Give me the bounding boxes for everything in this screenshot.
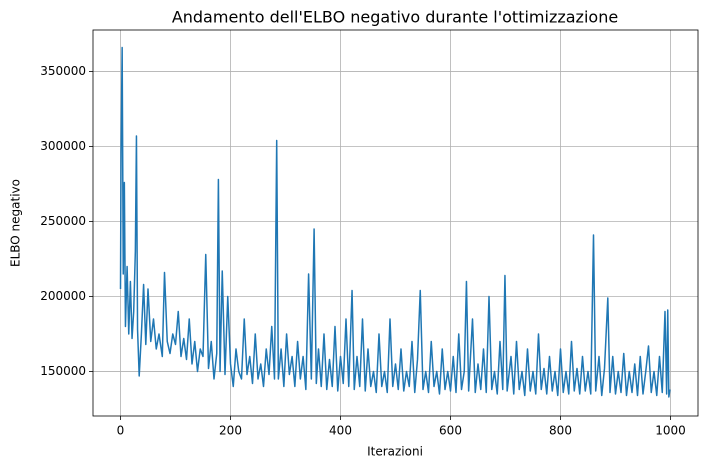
y-axis-label: ELBO negativo <box>9 179 23 267</box>
x-tick-label: 600 <box>439 424 462 438</box>
y-tick-label: 350000 <box>40 64 86 78</box>
chart-title: Andamento dell'ELBO negativo durante l'o… <box>172 8 618 27</box>
x-tick-label: 400 <box>329 424 352 438</box>
x-tick-label: 200 <box>219 424 242 438</box>
x-axis-label: Iterazioni <box>367 445 423 459</box>
y-tick-label: 250000 <box>40 214 86 228</box>
axes-frame <box>92 29 699 417</box>
y-tick-label: 200000 <box>40 289 86 303</box>
y-tick-label: 300000 <box>40 139 86 153</box>
x-tick-label: 800 <box>549 424 572 438</box>
x-tick-label: 1000 <box>655 424 686 438</box>
plot-area <box>119 46 671 398</box>
y-tick-label: 150000 <box>40 364 86 378</box>
data-line <box>119 46 671 398</box>
grid <box>93 30 698 416</box>
x-tick-label: 0 <box>117 424 125 438</box>
